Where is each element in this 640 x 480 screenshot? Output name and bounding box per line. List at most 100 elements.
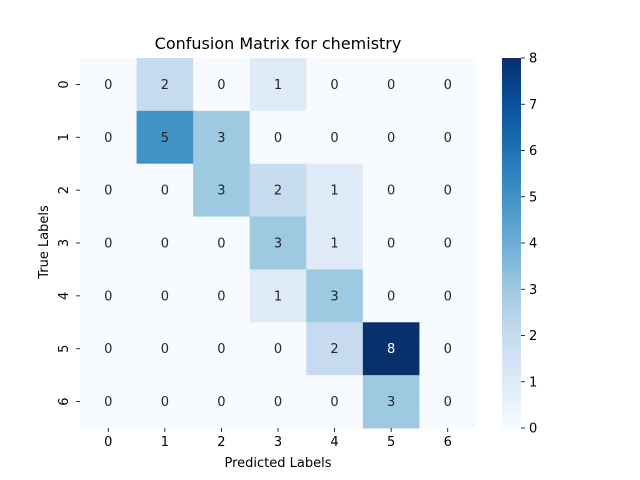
y-tick-label: 5	[57, 345, 72, 353]
cell-annotation-3-2: 0	[217, 237, 225, 252]
y-axis: 0 1 2 3 4 5 6	[57, 80, 80, 406]
colorbar-tick-label: 6	[529, 144, 537, 159]
heatmap-cell-5-1	[136, 322, 194, 376]
x-tick-label: 5	[387, 435, 395, 450]
cell-annotation-6-6: 0	[444, 395, 452, 410]
heatmap-cell-6-6	[419, 375, 477, 429]
heatmap-cell-5-6	[419, 322, 477, 376]
cell-annotation-1-1: 5	[161, 131, 169, 146]
y-tick-label: 3	[57, 239, 72, 247]
heatmap-cell-1-5	[362, 110, 420, 165]
heatmap-cell-2-6	[419, 163, 477, 218]
cell-annotation-4-5: 0	[387, 289, 395, 304]
cell-annotation-6-5: 3	[387, 395, 395, 410]
heatmap-cell-4-3	[249, 269, 307, 323]
cell-annotation-4-4: 3	[330, 289, 338, 304]
heatmap-cell-4-5	[362, 269, 420, 323]
cell-annotation-6-1: 0	[161, 395, 169, 410]
cell-annotation-5-2: 0	[217, 342, 225, 357]
heatmap-cell-1-6	[419, 110, 477, 165]
heatmap-cell-3-3	[249, 216, 307, 270]
cell-annotation-1-3: 0	[274, 131, 282, 146]
cell-annotation-6-3: 0	[274, 395, 282, 410]
heatmap-cell-6-5	[362, 375, 420, 429]
cell-annotation-1-2: 3	[217, 131, 225, 146]
heatmap-cell-3-4	[306, 216, 364, 270]
heatmap-annotations: 0 2 0 1 0 0 0 0 5 3 0 0 0 0 0 0 3 2 1 0 0 0 0 0 3 1 0 0 0 0 0 1 3 0 0 0 0 0 0 2…	[104, 78, 452, 410]
heatmap-cell-4-1	[136, 269, 194, 323]
cell-annotation-2-5: 0	[387, 184, 395, 199]
x-tick-label: 3	[274, 435, 282, 450]
heatmap-cell-3-1	[136, 216, 194, 270]
colorbar-tick-label: 3	[529, 283, 537, 298]
x-axis-label: Predicted Labels	[224, 456, 331, 471]
cell-annotation-6-0: 0	[104, 395, 112, 410]
colorbar-tick-label: 4	[529, 237, 537, 252]
cell-annotation-1-5: 0	[387, 131, 395, 146]
heatmap-cell-3-5	[362, 216, 420, 270]
heatmap-cell-1-1	[136, 110, 194, 165]
heatmap-cell-4-2	[193, 269, 251, 323]
colorbar-tick-label: 2	[529, 329, 537, 344]
cell-annotation-4-3: 1	[274, 289, 282, 304]
heatmap-cell-6-0	[80, 375, 138, 429]
cell-annotation-2-1: 0	[161, 184, 169, 199]
x-tick-label: 2	[217, 435, 225, 450]
heatmap-cell-2-4	[306, 163, 364, 218]
cell-annotation-3-1: 0	[161, 237, 169, 252]
cell-annotation-5-4: 2	[330, 342, 338, 357]
y-axis-label: True Labels	[37, 205, 52, 280]
y-tick-label: 6	[57, 397, 72, 405]
cell-annotation-2-0: 0	[104, 184, 112, 199]
heatmap-cell-0-3	[249, 58, 307, 112]
cell-annotation-0-3: 1	[274, 78, 282, 93]
heatmap-cell-1-3	[249, 110, 307, 165]
cell-annotation-0-2: 0	[217, 78, 225, 93]
cell-annotation-0-5: 0	[387, 78, 395, 93]
heatmap-cell-2-2	[193, 163, 251, 218]
cell-annotation-6-4: 0	[330, 395, 338, 410]
cell-annotation-3-4: 1	[330, 237, 338, 252]
heatmap-cell-5-0	[80, 322, 138, 376]
heatmap-cell-3-6	[419, 216, 477, 270]
colorbar	[502, 58, 521, 428]
cell-annotation-0-0: 0	[104, 78, 112, 93]
cell-annotation-1-4: 0	[330, 131, 338, 146]
heatmap-cells	[80, 58, 477, 429]
cell-annotation-4-0: 0	[104, 289, 112, 304]
cell-annotation-3-3: 3	[274, 237, 282, 252]
heatmap-cell-5-3	[249, 322, 307, 376]
colorbar-ticks: 0 1 2 3 4 5 6 7 8	[521, 52, 537, 437]
cell-annotation-6-2: 0	[217, 395, 225, 410]
heatmap-cell-0-5	[362, 58, 420, 112]
chart-title: Confusion Matrix for chemistry	[155, 34, 402, 53]
heatmap-cell-6-2	[193, 375, 251, 429]
cell-annotation-4-1: 0	[161, 289, 169, 304]
cell-annotation-5-3: 0	[274, 342, 282, 357]
heatmap-cell-6-1	[136, 375, 194, 429]
heatmap-cell-5-2	[193, 322, 251, 376]
heatmap-cell-5-4	[306, 322, 364, 376]
cell-annotation-1-0: 0	[104, 131, 112, 146]
cell-annotation-5-5: 8	[387, 342, 395, 357]
cell-annotation-3-5: 0	[387, 237, 395, 252]
cell-annotation-2-6: 0	[444, 184, 452, 199]
cell-annotation-0-1: 2	[161, 78, 169, 93]
cell-annotation-0-6: 0	[444, 78, 452, 93]
heatmap-cell-3-0	[80, 216, 138, 270]
heatmap-cell-3-2	[193, 216, 251, 270]
cell-annotation-4-2: 0	[217, 289, 225, 304]
heatmap-cell-6-3	[249, 375, 307, 429]
heatmap-cell-5-5	[362, 322, 420, 376]
heatmap-cell-0-4	[306, 58, 364, 112]
colorbar-tick-label: 0	[529, 422, 537, 437]
heatmap-cell-4-0	[80, 269, 138, 323]
cell-annotation-3-0: 0	[104, 237, 112, 252]
heatmap-cell-2-0	[80, 163, 138, 218]
x-tick-label: 0	[104, 435, 112, 450]
heatmap-cell-4-4	[306, 269, 364, 323]
heatmap-cell-0-0	[80, 58, 138, 112]
x-axis: 0 1 2 3 4 5 6	[104, 428, 452, 450]
x-tick-label: 4	[330, 435, 338, 450]
colorbar-tick-label: 1	[529, 375, 537, 390]
